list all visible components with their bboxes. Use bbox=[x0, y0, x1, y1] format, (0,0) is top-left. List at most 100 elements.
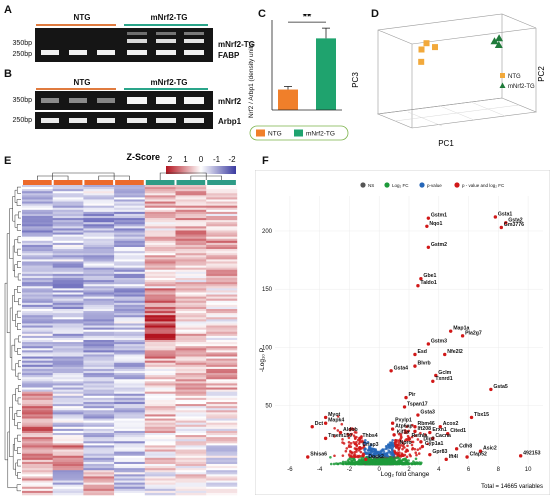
chart-e-cell bbox=[114, 290, 146, 293]
chart-e-cell bbox=[83, 236, 115, 240]
chart-e-cell bbox=[114, 230, 146, 233]
chart-e-cell bbox=[52, 244, 84, 248]
chart-e-cell bbox=[52, 422, 84, 426]
chart-e-cell bbox=[52, 490, 84, 494]
chart-e-cell bbox=[52, 294, 84, 297]
chart-e-cell bbox=[114, 387, 146, 390]
chart-e-cell bbox=[83, 222, 115, 225]
panel-label-b: B bbox=[4, 68, 12, 80]
chart-f-gene-label-1: Gsta1 bbox=[498, 211, 513, 217]
chart-e-cell bbox=[52, 337, 84, 341]
chart-e-group-cell-5 bbox=[145, 180, 175, 185]
chart-e-cell bbox=[83, 201, 115, 204]
chart-f-cloud-point bbox=[407, 459, 410, 462]
chart-e-branch bbox=[15, 462, 18, 476]
chart-e-cell bbox=[206, 368, 238, 372]
chart-e-cell bbox=[22, 385, 53, 388]
chart-e-cell bbox=[175, 317, 207, 320]
chart-e-cell bbox=[206, 486, 238, 490]
chart-e-cell bbox=[144, 344, 176, 347]
chart-e-cell bbox=[206, 197, 238, 200]
chart-d-grid-2 bbox=[407, 111, 443, 127]
chart-e-cell bbox=[175, 358, 207, 361]
chart-e-cell bbox=[175, 393, 207, 397]
chart-e-cell bbox=[175, 371, 207, 374]
chart-e-cell bbox=[114, 441, 146, 444]
chart-e-cell bbox=[114, 335, 146, 339]
chart-e-branch bbox=[14, 289, 19, 303]
chart-e-cell bbox=[52, 470, 84, 473]
chart-e-cell bbox=[52, 280, 84, 283]
chart-e-cell bbox=[144, 428, 176, 432]
chart-e-cell bbox=[114, 296, 146, 299]
chart-e-cell bbox=[52, 284, 84, 287]
chart-e-cell bbox=[175, 488, 207, 492]
chart-e-cell bbox=[52, 350, 84, 353]
chart-e-cell bbox=[114, 455, 146, 459]
chart-e-cell bbox=[206, 455, 238, 459]
chart-e-cell bbox=[144, 292, 176, 295]
chart-e-cell bbox=[114, 197, 146, 200]
chart-e-cell bbox=[144, 207, 176, 211]
chart-e-cell bbox=[206, 333, 238, 337]
chart-f-gene-point-2 bbox=[504, 221, 508, 225]
chart-f-cloud-point bbox=[398, 451, 401, 454]
chart-e-cell bbox=[83, 420, 115, 423]
chart-e-cell bbox=[144, 441, 176, 444]
chart-e-cell bbox=[114, 358, 146, 361]
chart-e-cell bbox=[52, 453, 84, 457]
chart-e-cell bbox=[144, 280, 176, 283]
chart-c-bar-2 bbox=[316, 38, 336, 110]
chart-c-legend-label-2: mNrf2-TG bbox=[306, 131, 335, 138]
chart-e-cell bbox=[114, 476, 146, 479]
chart-e-cell bbox=[83, 317, 115, 320]
chart-e-cell bbox=[144, 379, 176, 382]
chart-f-gene-label-15: Gclm bbox=[438, 370, 451, 376]
chart-e-cell bbox=[144, 457, 176, 461]
chart-e-cell bbox=[22, 220, 53, 223]
chart-e-cell bbox=[22, 348, 53, 351]
chart-e-cell bbox=[52, 232, 84, 235]
chart-e-cell bbox=[175, 445, 207, 448]
chart-e-color-scale bbox=[166, 166, 236, 174]
chart-e-cell bbox=[83, 350, 115, 353]
chart-f-cloud-point bbox=[375, 461, 379, 465]
chart-e-cell bbox=[175, 331, 207, 335]
chart-e-cell bbox=[114, 389, 146, 392]
chart-e-cell bbox=[175, 203, 207, 206]
chart-f-cloud-point bbox=[388, 443, 392, 447]
chart-e-cell bbox=[114, 337, 146, 341]
chart-f-legend-dot-1 bbox=[360, 182, 366, 188]
chart-f-gene-label-4: Gstm1 bbox=[431, 213, 447, 219]
chart-e-cell bbox=[114, 393, 146, 397]
chart-e-cell bbox=[52, 393, 84, 397]
chart-e-branch bbox=[17, 385, 21, 392]
chart-e-cell bbox=[22, 482, 53, 485]
chart-e-cell bbox=[22, 414, 53, 417]
chart-e-cell bbox=[206, 211, 238, 215]
chart-e-cell bbox=[144, 327, 176, 330]
chart-e-cell bbox=[206, 331, 238, 335]
chart-e-cell bbox=[52, 271, 84, 275]
chart-e-cell bbox=[144, 232, 176, 235]
chart-f-cloud-point bbox=[405, 448, 409, 452]
chart-e-cell bbox=[206, 352, 238, 355]
chart-e-cell bbox=[144, 228, 176, 231]
chart-e-cell bbox=[22, 218, 53, 221]
chart-f-cloud-point bbox=[357, 455, 360, 459]
chart-e-cell bbox=[144, 259, 176, 262]
chart-e-cell bbox=[114, 381, 146, 384]
chart-e-branch bbox=[16, 484, 21, 492]
gel-a-fabp-band-4 bbox=[127, 50, 147, 55]
chart-e-cell bbox=[83, 406, 115, 409]
chart-e-cell bbox=[22, 389, 53, 392]
chart-f-legend-label-4: p - value and log₂ FC bbox=[462, 183, 505, 188]
chart-e-cell bbox=[52, 298, 84, 302]
chart-e-cell bbox=[83, 224, 115, 227]
chart-e-cell bbox=[83, 484, 115, 488]
chart-e-cell bbox=[52, 354, 84, 357]
chart-e-cell bbox=[22, 191, 53, 194]
chart-e-cell bbox=[175, 205, 207, 209]
chart-e-cell bbox=[175, 232, 207, 235]
chart-f-cloud-point bbox=[411, 423, 414, 427]
